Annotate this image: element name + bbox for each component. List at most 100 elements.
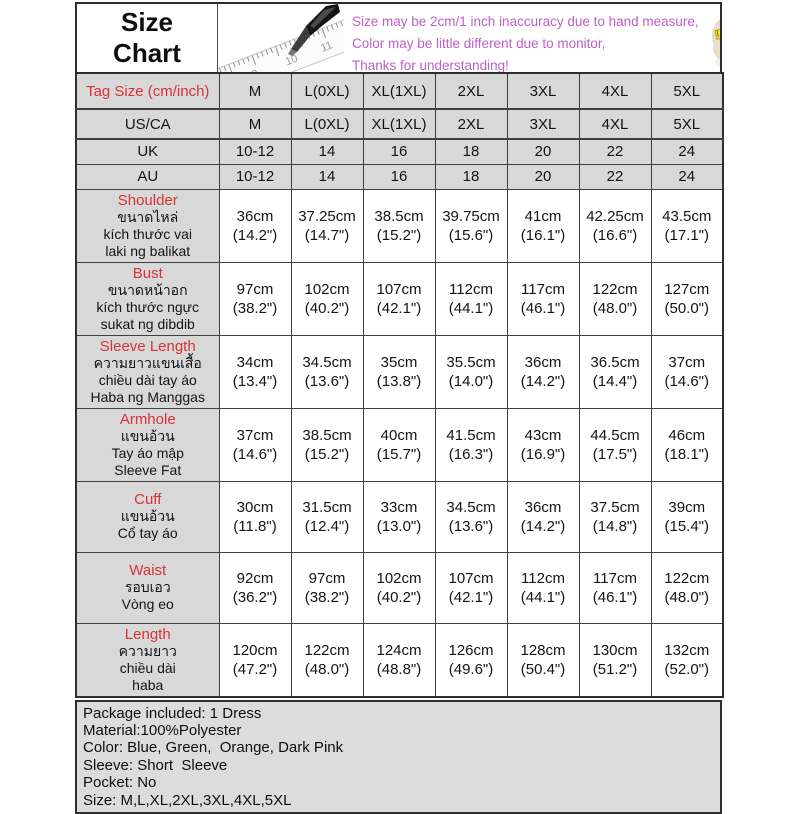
measure-cm-value: 107cm bbox=[364, 280, 435, 299]
measure-label-line: sukat ng dibdib bbox=[77, 316, 219, 333]
table-cell: 41cm(16.1") bbox=[507, 189, 579, 262]
table-cell: 126cm(49.6") bbox=[435, 623, 507, 697]
table-cell: 107cm(42.1") bbox=[435, 552, 507, 623]
table-cell: 127cm(50.0") bbox=[651, 262, 723, 335]
region-size-value: 3XL bbox=[530, 116, 557, 133]
measure-inch-value: (16.9") bbox=[508, 445, 579, 464]
measure-label-line: kích thước ngực bbox=[77, 299, 219, 316]
table-cell: 42.25cm(16.6") bbox=[579, 189, 651, 262]
measure-cm-value: 36.5cm bbox=[580, 353, 651, 372]
measure-inch-value: (11.8") bbox=[220, 517, 291, 536]
measure-inch-value: (15.6") bbox=[436, 226, 507, 245]
banner: Size Chart 9 10 11 S bbox=[75, 2, 722, 72]
measure-inch-value: (13.6") bbox=[292, 372, 363, 391]
measure-cm-value: 39cm bbox=[652, 498, 723, 517]
table-cell: 37cm(14.6") bbox=[651, 335, 723, 408]
table-cell: 18 bbox=[435, 164, 507, 189]
measure-label-line: laki ng balikat bbox=[77, 243, 219, 260]
measure-inch-value: (44.1") bbox=[436, 299, 507, 318]
table-cell: 34.5cm(13.6") bbox=[291, 335, 363, 408]
table-cell: 128cm(50.4") bbox=[507, 623, 579, 697]
table-cell: 31.5cm(12.4") bbox=[291, 481, 363, 552]
region-label: UK bbox=[137, 143, 158, 160]
measure-inch-value: (50.0") bbox=[652, 299, 723, 318]
table-cell: 120cm(47.2") bbox=[219, 623, 291, 697]
table-cell: 40cm(15.7") bbox=[363, 408, 435, 481]
measure-label-line: Tay áo mập bbox=[77, 445, 219, 462]
tag-size-value: L(0XL) bbox=[304, 83, 349, 100]
measure-inch-value: (42.1") bbox=[364, 299, 435, 318]
table-cell: 44.5cm(17.5") bbox=[579, 408, 651, 481]
measure-cm-value: 46cm bbox=[652, 426, 723, 445]
measure-inch-value: (38.2") bbox=[292, 588, 363, 607]
measure-label-line: Cổ tay áo bbox=[77, 525, 219, 542]
measure-inch-value: (13.6") bbox=[436, 517, 507, 536]
measure-inch-value: (50.4") bbox=[508, 660, 579, 679]
region-size-value: 2XL bbox=[458, 116, 485, 133]
measure-cm-value: 38.5cm bbox=[292, 426, 363, 445]
tag-size-value: M bbox=[249, 83, 262, 100]
measure-label-line: ขนาดไหล่ bbox=[77, 209, 219, 226]
measure-cm-value: 35cm bbox=[364, 353, 435, 372]
measure-name: Length bbox=[77, 626, 219, 643]
tag-size-value: 2XL bbox=[458, 83, 485, 100]
table-cell: 35.5cm(14.0") bbox=[435, 335, 507, 408]
measure-inch-value: (14.8") bbox=[580, 517, 651, 536]
table-cell: 5XL bbox=[651, 109, 723, 139]
table-cell: US/CA bbox=[76, 109, 219, 139]
page-title: Size Chart bbox=[77, 4, 218, 72]
table-cell: 112cm(44.1") bbox=[507, 552, 579, 623]
table-cell: 107cm(42.1") bbox=[363, 262, 435, 335]
measure-cm-value: 112cm bbox=[436, 280, 507, 299]
region-size-value: M bbox=[249, 116, 262, 133]
measure-inch-value: (14.4") bbox=[580, 372, 651, 391]
measure-inch-value: (51.2") bbox=[580, 660, 651, 679]
table-cell: 36cm(14.2") bbox=[507, 481, 579, 552]
measure-label-line: chiều dài tay áo bbox=[77, 372, 219, 389]
measure-name: Waist bbox=[77, 562, 219, 579]
region-size-value: 22 bbox=[607, 143, 624, 160]
product-detail-line: Pocket: No bbox=[83, 774, 716, 791]
product-detail-line: Material:100%Polyester bbox=[83, 722, 716, 739]
region-size-value: 24 bbox=[678, 168, 695, 185]
measure-cm-value: 37cm bbox=[220, 426, 291, 445]
measure-cm-value: 120cm bbox=[220, 641, 291, 660]
region-size-value: 10-12 bbox=[236, 143, 274, 160]
measure-inch-value: (40.2") bbox=[364, 588, 435, 607]
measure-label-line: ความยาวแขนเสื้อ bbox=[77, 355, 219, 372]
measure-cm-value: 117cm bbox=[580, 569, 651, 588]
measure-inch-value: (15.2") bbox=[364, 226, 435, 245]
product-detail-line: Color: Blue, Green, Orange, Dark Pink bbox=[83, 739, 716, 756]
region-size-value: 22 bbox=[607, 168, 624, 185]
region-size-value: 10-12 bbox=[236, 168, 274, 185]
table-cell: L(0XL) bbox=[291, 109, 363, 139]
region-size-value: 5XL bbox=[673, 116, 700, 133]
region-size-value: 20 bbox=[535, 143, 552, 160]
measure-cm-value: 41.5cm bbox=[436, 426, 507, 445]
table-cell: 4XL bbox=[579, 73, 651, 109]
measure-cm-value: 124cm bbox=[364, 641, 435, 660]
tag-size-label: Tag Size (cm/inch) bbox=[86, 83, 209, 100]
measure-inch-value: (14.2") bbox=[220, 226, 291, 245]
measure-cm-value: 34.5cm bbox=[436, 498, 507, 517]
measure-inch-value: (14.7") bbox=[292, 226, 363, 245]
measure-cm-value: 43.5cm bbox=[652, 207, 723, 226]
table-cell: 117cm(46.1") bbox=[579, 552, 651, 623]
measure-inch-value: (14.6") bbox=[220, 445, 291, 464]
measure-inch-value: (46.1") bbox=[508, 299, 579, 318]
pencil-ruler-icon: 9 10 11 bbox=[218, 4, 344, 72]
measure-cm-value: 42.25cm bbox=[580, 207, 651, 226]
table-cell: 41.5cm(16.3") bbox=[435, 408, 507, 481]
